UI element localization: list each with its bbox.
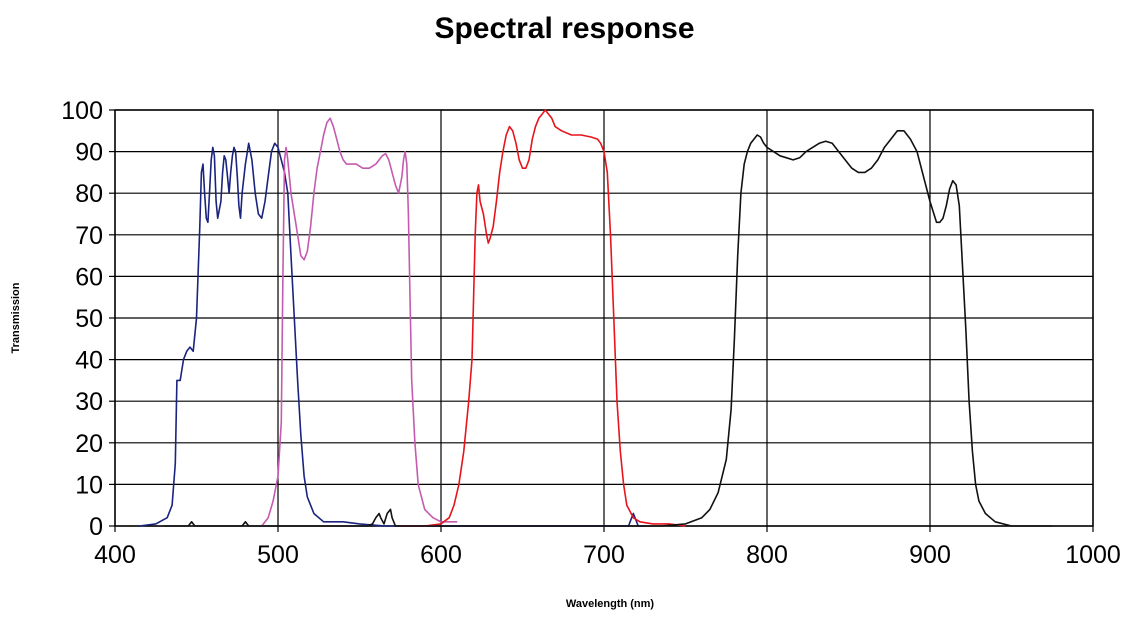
series-line-2: [261, 117, 458, 527]
x-tick-label: 500: [257, 541, 299, 569]
x-tick-label: 400: [94, 541, 136, 569]
x-tick-label: 1000: [1065, 541, 1121, 569]
y-tick-label: 70: [75, 222, 103, 250]
series-line-3: [400, 109, 686, 527]
x-tick-label: 800: [746, 541, 788, 569]
series-line-1: [139, 142, 645, 527]
x-tick-label: 700: [583, 541, 625, 569]
y-tick-label: 0: [89, 513, 103, 541]
y-tick-label: 20: [75, 430, 103, 458]
y-tick-label: 80: [75, 180, 103, 208]
x-tick-label: 600: [420, 541, 462, 569]
y-tick-label: 10: [75, 471, 103, 499]
y-tick-label: 60: [75, 263, 103, 291]
x-tick-label: 900: [909, 541, 951, 569]
x-axis-label: Wavelength (nm): [565, 598, 655, 610]
y-tick-label: 100: [61, 97, 103, 125]
series-line-4: [163, 130, 1053, 527]
y-tick-label: 30: [75, 388, 103, 416]
y-tick-label: 90: [75, 139, 103, 167]
y-tick-label: 40: [75, 347, 103, 375]
chart-title: Spectral response: [434, 12, 695, 45]
y-tick-label: 50: [75, 305, 103, 333]
